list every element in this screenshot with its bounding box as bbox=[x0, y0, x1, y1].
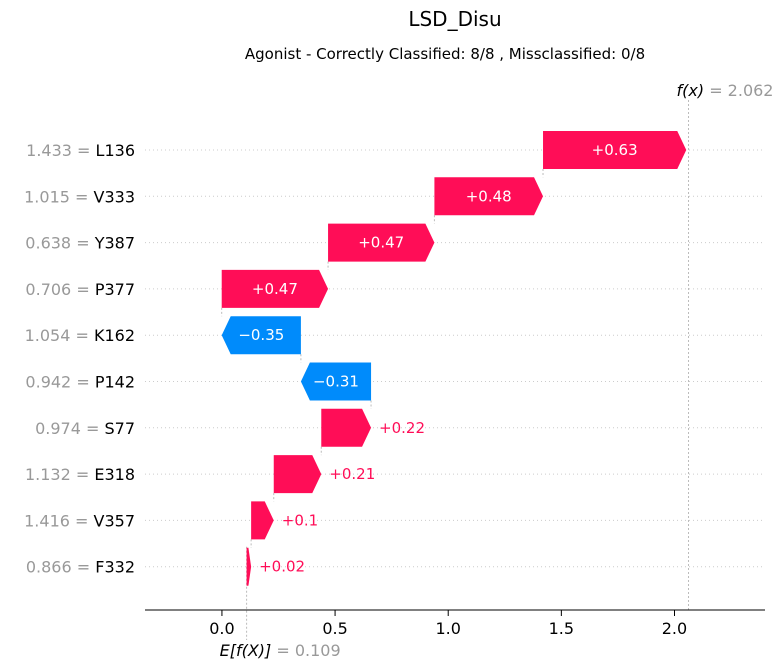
feature-label: 1.416 = V357 bbox=[24, 511, 135, 530]
feature-value: 1.015 = bbox=[24, 187, 93, 206]
output-value-label: f(x) bbox=[677, 81, 710, 100]
bar-value-label: +0.22 bbox=[379, 419, 425, 437]
base-value-label: E[f(X)] bbox=[220, 641, 277, 660]
bar-P377 bbox=[221, 269, 329, 308]
bar-value-label: +0.21 bbox=[329, 465, 375, 483]
annotations: f(x) = 2.062 E[f(X)] = 0.109 bbox=[220, 81, 774, 660]
feature-value: 0.638 = bbox=[25, 234, 94, 253]
feature-labels: 1.433 = L136 1.015 = V333 0.638 = Y387 0.70… bbox=[24, 141, 135, 577]
x-tick-label: 0.0 bbox=[209, 619, 234, 638]
feature-value: 1.416 = bbox=[24, 511, 93, 530]
feature-value: 0.974 = bbox=[35, 419, 104, 438]
feature-value: 0.942 = bbox=[25, 373, 94, 392]
feature-label: 0.866 = F332 bbox=[26, 558, 135, 577]
feature-name: E318 bbox=[94, 465, 135, 484]
feature-name: P142 bbox=[95, 373, 135, 392]
feature-name: V333 bbox=[94, 187, 135, 206]
base-value-text: = 0.109 bbox=[276, 641, 340, 660]
x-tick-label: 0.5 bbox=[322, 619, 347, 638]
bar-L136 bbox=[543, 131, 687, 169]
feature-value: 0.866 = bbox=[26, 558, 95, 577]
feature-name: V357 bbox=[94, 511, 135, 530]
bar-F332 bbox=[246, 547, 252, 586]
bar-value-label: −0.31 bbox=[313, 373, 359, 391]
feature-name: K162 bbox=[94, 326, 135, 345]
feature-label: 1.015 = V333 bbox=[24, 187, 135, 206]
feature-label: 1.433 = L136 bbox=[26, 141, 135, 160]
feature-value: 1.054 = bbox=[25, 326, 94, 345]
feature-name: F332 bbox=[95, 558, 135, 577]
bar-P142 bbox=[300, 362, 372, 401]
bar-value-label: +0.02 bbox=[259, 558, 305, 576]
bar-value-label: −0.35 bbox=[238, 326, 284, 344]
output-value-text: = 2.062 bbox=[709, 81, 773, 100]
bar-S77 bbox=[321, 408, 372, 447]
feature-label: 1.132 = E318 bbox=[25, 465, 135, 484]
chart-title: LSD_Disu bbox=[408, 7, 501, 31]
feature-value: 0.706 = bbox=[25, 280, 94, 299]
bar-E318 bbox=[273, 455, 322, 494]
feature-name: S77 bbox=[104, 419, 135, 438]
bar-value-label: +0.63 bbox=[592, 141, 638, 159]
feature-name: Y387 bbox=[94, 234, 135, 253]
output-value-annotation: f(x) = 2.062 bbox=[677, 81, 774, 100]
feature-label: 0.974 = S77 bbox=[35, 419, 135, 438]
feature-label: 1.054 = K162 bbox=[25, 326, 135, 345]
feature-label: 0.706 = P377 bbox=[25, 280, 135, 299]
x-tick-label: 1.0 bbox=[435, 619, 460, 638]
feature-value: 1.433 = bbox=[26, 141, 95, 160]
bar-V333 bbox=[434, 177, 544, 216]
feature-label: 0.942 = P142 bbox=[25, 373, 135, 392]
chart-subtitle: Agonist - Correctly Classified: 8/8 , Mi… bbox=[245, 45, 645, 63]
x-tick-label: 1.5 bbox=[549, 619, 574, 638]
bar-Y387 bbox=[328, 223, 435, 262]
bar-value-label: +0.48 bbox=[466, 187, 512, 205]
bar-value-label: +0.47 bbox=[358, 234, 404, 252]
x-axis: 0.0 0.5 1.0 1.5 2.0 bbox=[145, 609, 765, 638]
bar-V357 bbox=[251, 501, 274, 540]
base-value-annotation: E[f(X)] = 0.109 bbox=[220, 641, 341, 660]
feature-label: 0.638 = Y387 bbox=[25, 234, 135, 253]
bar-value-label: +0.1 bbox=[282, 511, 318, 529]
feature-value: 1.132 = bbox=[25, 465, 94, 484]
x-tick-label: 2.0 bbox=[662, 619, 687, 638]
bar-value-label: +0.47 bbox=[252, 280, 298, 298]
bar-K162 bbox=[221, 316, 301, 355]
bars: +0.63 +0.48 +0.47 +0.47 −0.35 −0.31 +0.22 +0.21… bbox=[221, 131, 687, 586]
feature-name: P377 bbox=[95, 280, 135, 299]
feature-name: L136 bbox=[96, 141, 135, 160]
